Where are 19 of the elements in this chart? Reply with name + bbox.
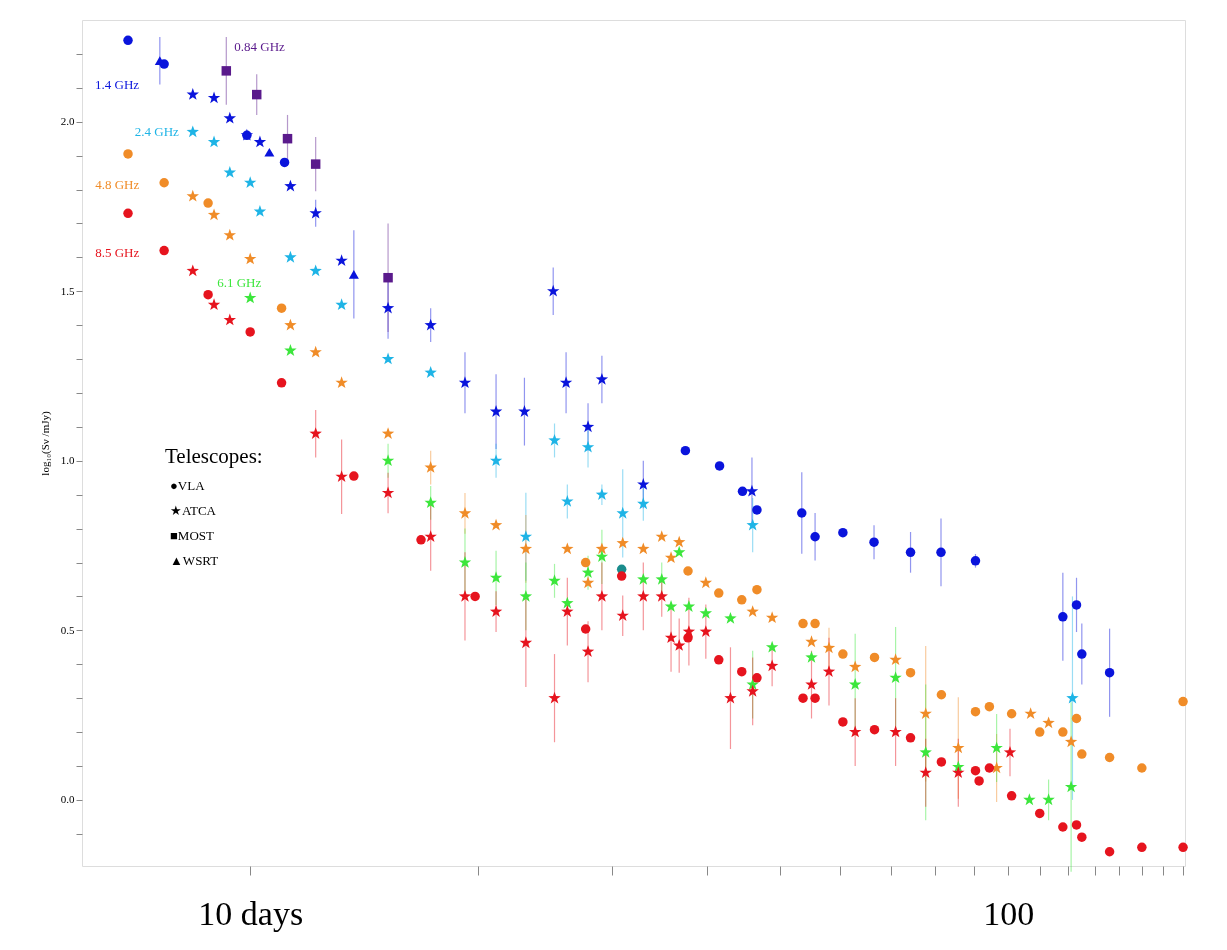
x-tick-label: 100	[983, 894, 1035, 932]
annotation: ★ATCA	[170, 503, 217, 518]
y-tick-label: 2.0	[60, 115, 75, 128]
y-tick-label: 1.5	[60, 284, 75, 297]
series-label: 1.4 GHz	[95, 77, 140, 93]
annotation: ■MOST	[170, 528, 215, 543]
y-axis-title: log₁₀(Sν /mJy)	[38, 411, 52, 476]
y-tick-label: 0.0	[60, 793, 75, 806]
series-label: 0.84 GHz	[234, 38, 286, 54]
series-label: 8.5 GHz	[95, 244, 140, 260]
y-tick-label: 1.0	[60, 454, 75, 467]
series-label: 2.4 GHz	[134, 123, 180, 139]
annotation: ▲WSRT	[170, 553, 219, 568]
series-label: 6.1 GHz	[217, 275, 262, 291]
y-tick-label: 0.5	[60, 623, 75, 636]
series-label: 4.8 GHz	[95, 176, 140, 192]
x-tick-label: 10 days	[198, 894, 304, 932]
annotation: ●VLA	[170, 478, 206, 493]
annotation: Telescopes:	[165, 444, 263, 468]
